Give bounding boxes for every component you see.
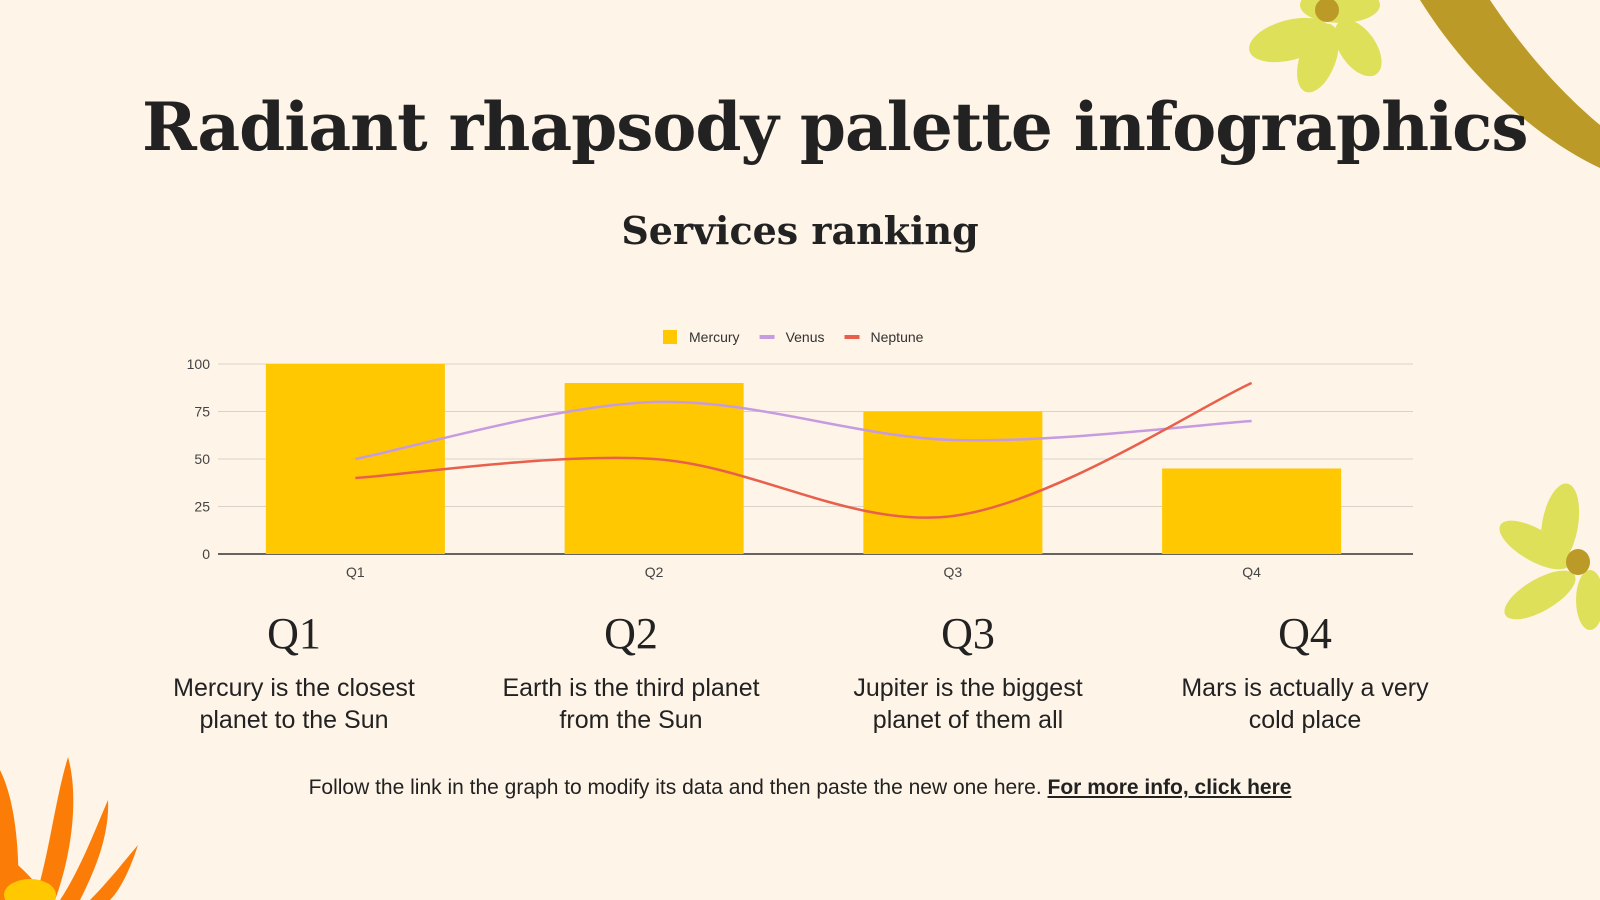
line-venus	[355, 400, 1252, 461]
footer: Follow the link in the graph to modify i…	[0, 776, 1600, 800]
quarter-label: Q3	[941, 609, 995, 658]
chart-title: Services ranking	[621, 208, 979, 253]
bar-mercury	[1162, 468, 1342, 554]
x-tick-label: Q3	[944, 564, 963, 580]
quarter-q4: Q4 Mars is actually a very cold place	[1155, 608, 1455, 736]
legend-swatch-neptune	[844, 335, 860, 339]
orange-plant-icon	[0, 757, 138, 900]
quarter-text: Jupiter is the biggest planet of them al…	[853, 674, 1083, 734]
x-tick-label: Q2	[645, 564, 664, 580]
quarter-label: Q1	[267, 609, 321, 658]
quarter-text: Mars is actually a very cold place	[1181, 674, 1429, 734]
page-title: Radiant rhapsody palette infographics	[142, 88, 1529, 166]
y-tick-label: 50	[194, 451, 210, 467]
quarter-q2: Q2 Earth is the third planet from the Su…	[481, 608, 781, 736]
quarter-q1: Q1 Mercury is the closest planet to the …	[144, 608, 444, 736]
y-tick-label: 25	[194, 499, 210, 515]
y-tick-label: 0	[202, 546, 210, 562]
x-tick-label: Q4	[1242, 564, 1261, 580]
quarter-q3: Q3 Jupiter is the biggest planet of them…	[818, 608, 1118, 736]
footer-text: Follow the link in the graph to modify i…	[308, 776, 1042, 799]
quarter-label: Q2	[604, 609, 658, 658]
flower-top-icon	[1249, 0, 1382, 93]
x-tick-label: Q1	[346, 564, 365, 580]
quarter-text: Earth is the third planet from the Sun	[502, 674, 760, 734]
flower-right-icon	[1499, 483, 1600, 630]
legend-swatch-venus	[759, 335, 775, 339]
legend-swatch-mercury	[663, 330, 677, 344]
quarter-label: Q4	[1278, 609, 1332, 658]
line-neptune	[355, 381, 1253, 519]
legend-label: Neptune	[871, 329, 924, 345]
more-info-link[interactable]: For more info, click here	[1047, 776, 1292, 799]
chart[interactable]: 0 25 50 75 100 Q1 Q2 Q3 Q4 Mercury Venus Neptune	[0, 0, 1600, 600]
quarter-text: Mercury is the closest planet to the Sun	[173, 674, 415, 734]
y-tick-label: 75	[194, 404, 210, 420]
leaf-top-right-icon	[1420, 0, 1600, 168]
legend-label: Mercury	[689, 329, 740, 345]
legend-label: Venus	[786, 329, 825, 345]
y-tick-label: 100	[187, 356, 211, 372]
